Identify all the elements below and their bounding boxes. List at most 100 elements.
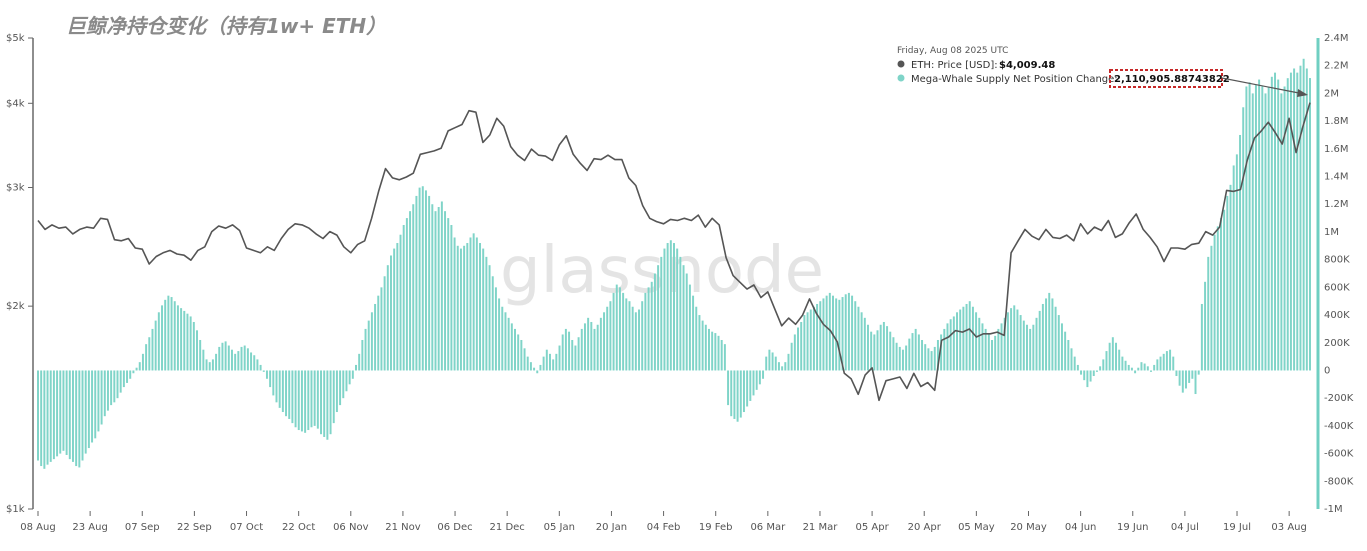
position-bar	[272, 370, 275, 396]
position-bar	[40, 370, 43, 467]
position-bar	[663, 248, 666, 371]
position-bar	[148, 337, 151, 371]
position-bar	[1305, 68, 1308, 371]
position-bar	[469, 237, 472, 371]
position-bar	[898, 346, 901, 371]
position-bar	[466, 243, 469, 371]
position-bar	[762, 370, 765, 379]
position-bar	[1022, 320, 1025, 371]
position-bar	[790, 342, 793, 371]
tooltip-price-label: ETH: Price [USD]:	[911, 60, 998, 71]
position-bar	[905, 345, 908, 371]
position-bar	[1309, 78, 1311, 371]
position-bar	[1003, 317, 1006, 371]
position-bar	[1181, 370, 1184, 393]
position-bar	[552, 359, 555, 371]
position-bar	[882, 321, 885, 371]
position-bar	[730, 370, 733, 417]
position-bar	[711, 331, 714, 371]
tooltip-position-label: Mega-Whale Supply Net Position Change:	[911, 74, 1118, 85]
position-bar	[1054, 306, 1057, 371]
position-bar	[97, 370, 100, 432]
position-bar	[704, 324, 707, 371]
position-bar	[1121, 356, 1124, 371]
position-bar	[1270, 76, 1273, 371]
position-bar	[1095, 370, 1098, 372]
right-tick-label: -600K	[1324, 449, 1354, 460]
position-bar	[625, 298, 628, 371]
position-bar	[307, 370, 310, 431]
position-bar	[666, 243, 669, 371]
position-bar	[615, 284, 618, 371]
position-bar	[1289, 72, 1292, 371]
position-bar	[1165, 351, 1168, 371]
position-bar	[1267, 86, 1270, 371]
position-bar	[507, 317, 510, 371]
position-bar	[1073, 356, 1076, 371]
position-bar	[1045, 298, 1048, 371]
position-bar	[186, 313, 189, 371]
position-bar	[1219, 218, 1222, 371]
position-bar	[259, 364, 262, 371]
position-bar	[475, 237, 478, 371]
position-bar	[46, 370, 49, 465]
right-axis: 2.4M 2.2M 2M 1.8M 1.6M 1.4M 1.2M 1M 800K 600K 400K…	[1316, 33, 1354, 515]
x-tick-label: 19 Jul	[1223, 522, 1251, 533]
position-bar	[1137, 367, 1140, 371]
position-bar	[253, 355, 256, 371]
position-bar	[56, 370, 59, 457]
right-tick-label: 2.4M	[1324, 33, 1349, 44]
position-bar	[809, 309, 812, 371]
position-bar	[1089, 370, 1092, 382]
position-bar	[119, 370, 122, 393]
position-bar	[940, 334, 943, 371]
position-bar	[1146, 366, 1149, 371]
position-bar	[545, 349, 548, 371]
position-bar	[1207, 256, 1210, 371]
position-bar	[685, 273, 688, 371]
position-bar	[100, 370, 103, 425]
position-bar	[587, 317, 590, 371]
position-bar	[889, 331, 892, 371]
position-bar	[879, 324, 882, 371]
position-bar	[450, 225, 453, 371]
x-tick-label: 06 Dec	[437, 522, 472, 533]
position-bar	[1235, 154, 1238, 371]
position-bar	[936, 339, 939, 371]
position-bar	[1197, 370, 1200, 375]
position-bar	[927, 348, 930, 371]
position-bar	[52, 370, 55, 460]
position-bar	[1057, 315, 1060, 371]
position-bar	[234, 353, 237, 371]
position-bar	[739, 370, 742, 418]
tooltip-position-value: 2,110,905.88743822	[1114, 74, 1230, 85]
position-bar	[803, 315, 806, 371]
position-bar	[529, 362, 532, 371]
position-bar	[106, 370, 109, 411]
x-tick-label: 04 Jul	[1171, 522, 1199, 533]
position-bar	[1232, 165, 1235, 371]
position-bar	[641, 301, 644, 371]
position-bar	[1188, 370, 1191, 383]
position-bar	[501, 306, 504, 371]
position-bar	[526, 356, 529, 371]
position-bar	[727, 370, 730, 406]
position-bar	[383, 276, 386, 371]
position-bar	[316, 370, 319, 429]
position-bar	[167, 295, 170, 371]
right-tick-label: 800K	[1324, 255, 1350, 266]
position-bar	[132, 370, 135, 374]
position-bar	[192, 321, 195, 371]
right-tick-label: 400K	[1324, 310, 1350, 321]
position-bar	[370, 312, 373, 371]
position-bar	[275, 370, 278, 403]
position-bar	[386, 265, 389, 371]
position-bar	[262, 370, 265, 372]
position-bar	[1118, 349, 1121, 371]
x-tick-label: 19 Feb	[699, 522, 733, 533]
tooltip-price-value: $4,009.48	[999, 60, 1055, 71]
position-bar	[62, 370, 65, 451]
position-bar	[482, 248, 485, 371]
position-bar	[924, 344, 927, 371]
